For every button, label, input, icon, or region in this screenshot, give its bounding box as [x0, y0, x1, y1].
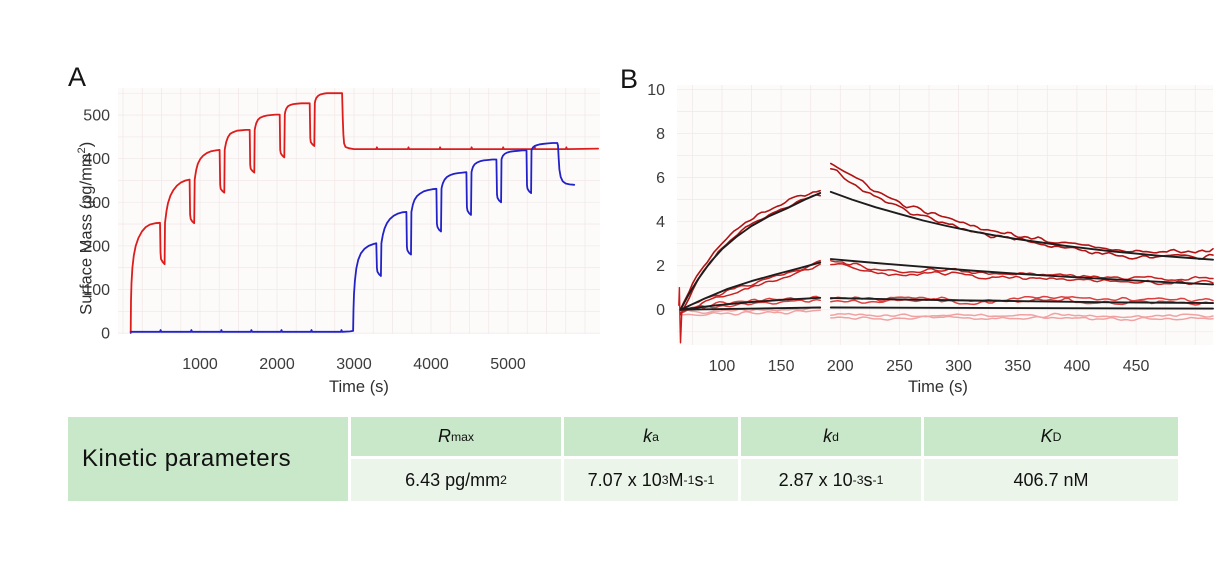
x-tick-label: 250 — [886, 358, 913, 375]
y-tick-label: 0 — [656, 302, 665, 319]
series-path-fit-conc-2 — [829, 258, 1214, 286]
series-path-trace-conc-4 — [830, 312, 1214, 319]
series-path-fit-conc-2 — [679, 261, 822, 311]
series-path-trace-conc-3 — [679, 298, 821, 314]
panel-a-letter: A — [68, 62, 87, 92]
series-path-injection-spike — [678, 287, 684, 344]
table-value-kd: 2.87 x 10 -3 s -1 — [741, 459, 921, 501]
series-path-fit-conc-1 — [829, 190, 1214, 261]
table-title: Kinetic parameters — [68, 417, 348, 501]
y-tick-label: 10 — [647, 82, 665, 99]
y-tick-label: 200 — [83, 238, 110, 255]
x-tick-label: 4000 — [413, 356, 449, 373]
table-value-rmax: 6.43 pg/mm 2 — [351, 459, 561, 501]
y-tick-label: 500 — [83, 108, 110, 125]
panel-a-y-axis-label: Surface Mass (pg/mm2) — [75, 141, 96, 315]
y-tick-label: 400 — [83, 151, 110, 168]
x-tick-label: 150 — [768, 358, 795, 375]
x-tick-label: 5000 — [490, 356, 526, 373]
series-path-fit-conc-4 — [679, 306, 822, 311]
table-value-kD: 406.7 nM — [924, 459, 1178, 501]
series-path-trace-conc-2 — [679, 263, 821, 315]
y-tick-label: 300 — [83, 195, 110, 212]
x-tick-label: 350 — [1004, 358, 1031, 375]
table-value-ka: 7.07 x 10 3 M -1 s -1 — [564, 459, 738, 501]
y-tick-label: 100 — [83, 282, 110, 299]
series-path-trace-conc-3 — [830, 295, 1214, 303]
panel-b-letter: B — [620, 64, 639, 94]
series-path-fit-conc-4 — [829, 306, 1214, 310]
series-path-fit-conc-3 — [679, 296, 822, 311]
series-path-trace-conc-1 — [830, 162, 1214, 254]
series-path-trace-conc-1 — [679, 189, 821, 310]
plot-background — [118, 88, 600, 334]
x-tick-label: 100 — [709, 358, 736, 375]
series-path-sensor-blue — [129, 142, 576, 333]
series-path-sensor-red — [129, 92, 599, 334]
panel-b-x-axis-label: Time (s) — [908, 378, 968, 396]
x-tick-label: 200 — [827, 358, 854, 375]
x-tick-label: 2000 — [259, 356, 295, 373]
y-tick-label: 0 — [101, 326, 110, 343]
x-tick-label: 3000 — [336, 356, 372, 373]
series-path-fit-conc-3 — [829, 297, 1214, 305]
x-tick-label: 400 — [1064, 358, 1091, 375]
x-tick-label: 300 — [945, 358, 972, 375]
x-tick-label: 450 — [1123, 358, 1150, 375]
series-path-trace-conc-4 — [679, 306, 821, 315]
series-path-trace-conc-4 — [830, 315, 1214, 322]
y-tick-label: 8 — [656, 126, 665, 143]
panel-a-x-axis-label: Time (s) — [329, 378, 389, 396]
y-tick-label: 4 — [656, 214, 665, 231]
y-tick-label: 2 — [656, 258, 665, 275]
series-path-trace-conc-4 — [679, 309, 821, 317]
series-path-fit-conc-1 — [679, 192, 822, 311]
x-tick-label: 1000 — [182, 356, 218, 373]
y-tick-label: 6 — [656, 170, 665, 187]
